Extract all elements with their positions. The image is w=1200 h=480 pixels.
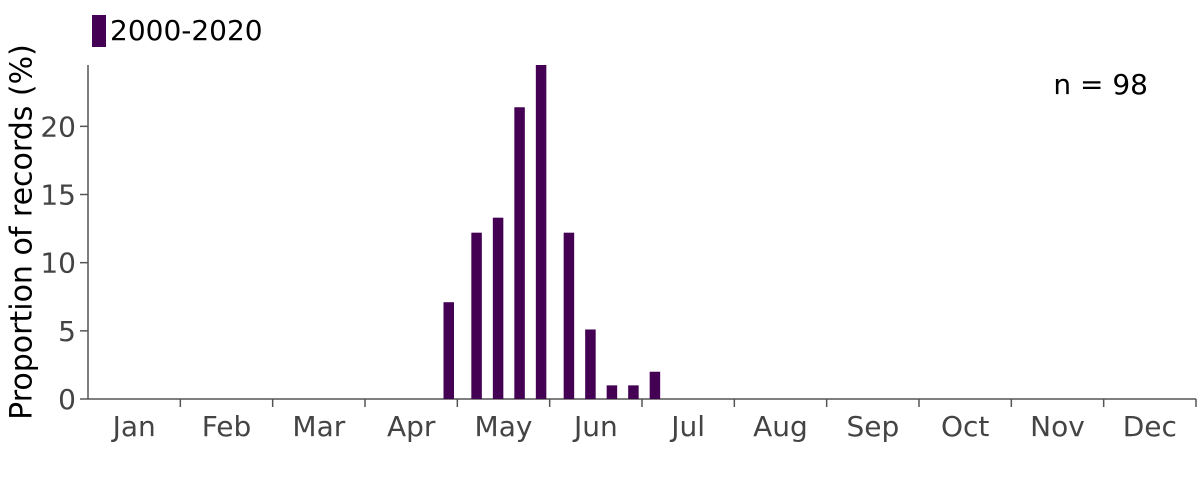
x-tick-label: Aug: [753, 410, 808, 443]
sample-size-annotation: n = 98: [1053, 68, 1148, 101]
x-tick-label: Apr: [387, 410, 436, 443]
x-tick-label: Dec: [1123, 410, 1177, 443]
y-tick-label: 20: [40, 110, 76, 143]
y-tick-label: 15: [40, 179, 76, 212]
bar: [606, 385, 618, 399]
legend-swatch: [92, 14, 106, 47]
bar: [514, 107, 525, 399]
y-tick-label: 5: [58, 315, 76, 348]
x-tick-label: May: [475, 410, 533, 443]
x-tick-label: Feb: [202, 410, 252, 443]
x-tick-label: Jan: [111, 410, 156, 443]
bar: [628, 385, 639, 399]
x-tick-label: Sep: [846, 410, 899, 443]
bar: [649, 371, 661, 399]
bar: [585, 329, 596, 399]
x-tick-label: Oct: [941, 410, 989, 443]
x-tick-label: Mar: [292, 410, 345, 443]
y-tick-label: 10: [40, 247, 76, 280]
bar: [535, 65, 547, 399]
x-tick-label: Nov: [1030, 410, 1085, 443]
y-axis-label: Proportion of records (%): [4, 44, 40, 420]
bar: [563, 232, 575, 399]
bar: [492, 217, 504, 399]
legend-label: 2000-2020: [110, 14, 263, 47]
y-tick-label: 0: [58, 383, 76, 416]
bar: [471, 232, 482, 399]
x-tick-label: Jun: [572, 410, 618, 443]
x-tick-label: Jul: [669, 410, 705, 443]
bar: [443, 302, 454, 399]
legend: 2000-2020: [92, 14, 263, 47]
